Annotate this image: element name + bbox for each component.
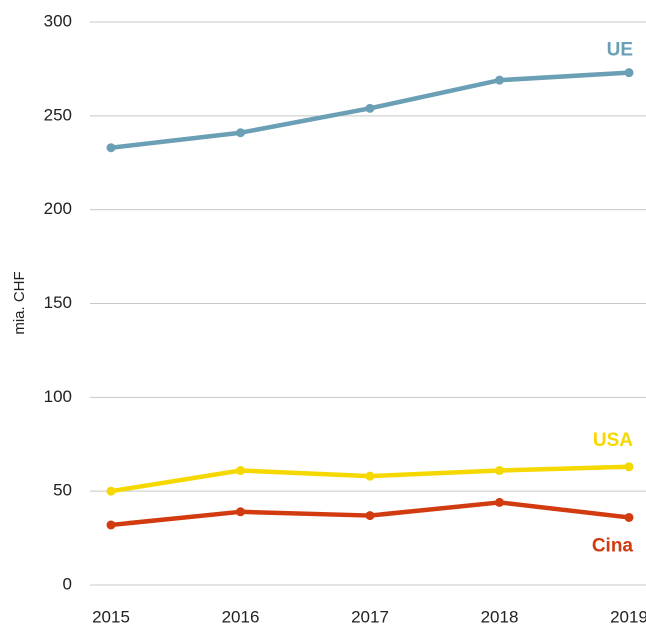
data-point	[624, 68, 634, 78]
y-tick-label: 100	[44, 387, 72, 406]
x-tick-label: 2018	[481, 607, 519, 626]
data-point	[495, 466, 504, 476]
y-tick-label: 0	[63, 574, 72, 593]
x-tick-label: 2016	[222, 607, 260, 626]
data-point	[365, 511, 375, 521]
series-label: USA	[593, 430, 633, 451]
data-point	[365, 471, 375, 481]
data-point	[365, 103, 375, 113]
x-tick-label: 2017	[351, 607, 389, 626]
data-point	[236, 128, 245, 138]
data-point	[106, 486, 116, 496]
y-tick-label: 150	[44, 293, 72, 312]
x-tick-label: 2019	[610, 607, 646, 626]
y-axis-label: mia. CHF	[11, 271, 28, 334]
data-point	[495, 497, 504, 507]
y-tick-label: 200	[44, 199, 72, 218]
y-tick-label: 250	[44, 105, 72, 124]
x-tick-label: 2015	[92, 607, 130, 626]
data-point	[495, 75, 504, 85]
data-point	[106, 520, 116, 530]
series-label: UE	[607, 40, 633, 61]
data-point	[624, 462, 634, 472]
data-point	[236, 507, 245, 517]
series-label: Cina	[592, 535, 634, 556]
data-point	[624, 512, 634, 522]
y-tick-label: 300	[44, 11, 72, 30]
data-point	[236, 466, 245, 476]
data-point	[106, 143, 116, 153]
y-tick-label: 50	[53, 481, 72, 500]
